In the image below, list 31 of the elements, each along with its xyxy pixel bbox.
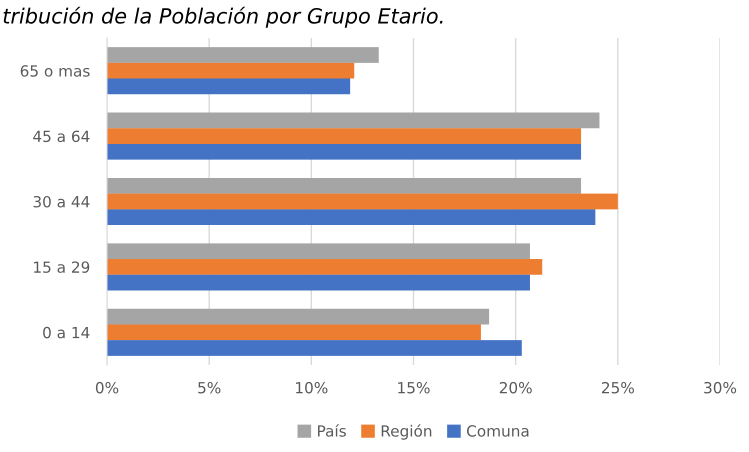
x-tick-label: 25% [602,382,634,394]
bar [107,243,530,260]
x-tick-label: 10% [296,382,328,394]
bar [107,144,582,160]
bar [107,324,481,340]
x-tick-label: 15% [398,382,430,394]
bar [107,274,530,290]
bar [107,47,379,63]
x-tick-label: 0% [96,382,118,394]
x-tick-label: 5% [198,382,220,394]
legend-label: Comuna [467,425,528,437]
bar [107,259,542,275]
legend-label: Región [382,424,432,440]
bar [107,194,618,210]
bar [107,78,350,94]
bar [107,178,582,194]
legend-label: País [318,424,346,437]
bar [107,128,582,144]
bar [107,209,596,226]
x-tick-label: 20% [500,382,532,394]
bar [107,62,354,79]
y-tick-label: 45 a 64 [33,130,90,142]
y-tick-label: 65 o mas [20,65,90,77]
bar [107,340,522,356]
x-tick-label: 30% [704,382,736,394]
y-tick-label: 15 a 29 [34,261,90,273]
bar [107,112,600,128]
y-tick-label: 30 a 44 [34,196,90,208]
chart-title: tribución de la Población por Grupo Etario. [4,6,442,28]
bar [107,308,490,324]
y-tick-label: 0 a 14 [43,326,90,338]
